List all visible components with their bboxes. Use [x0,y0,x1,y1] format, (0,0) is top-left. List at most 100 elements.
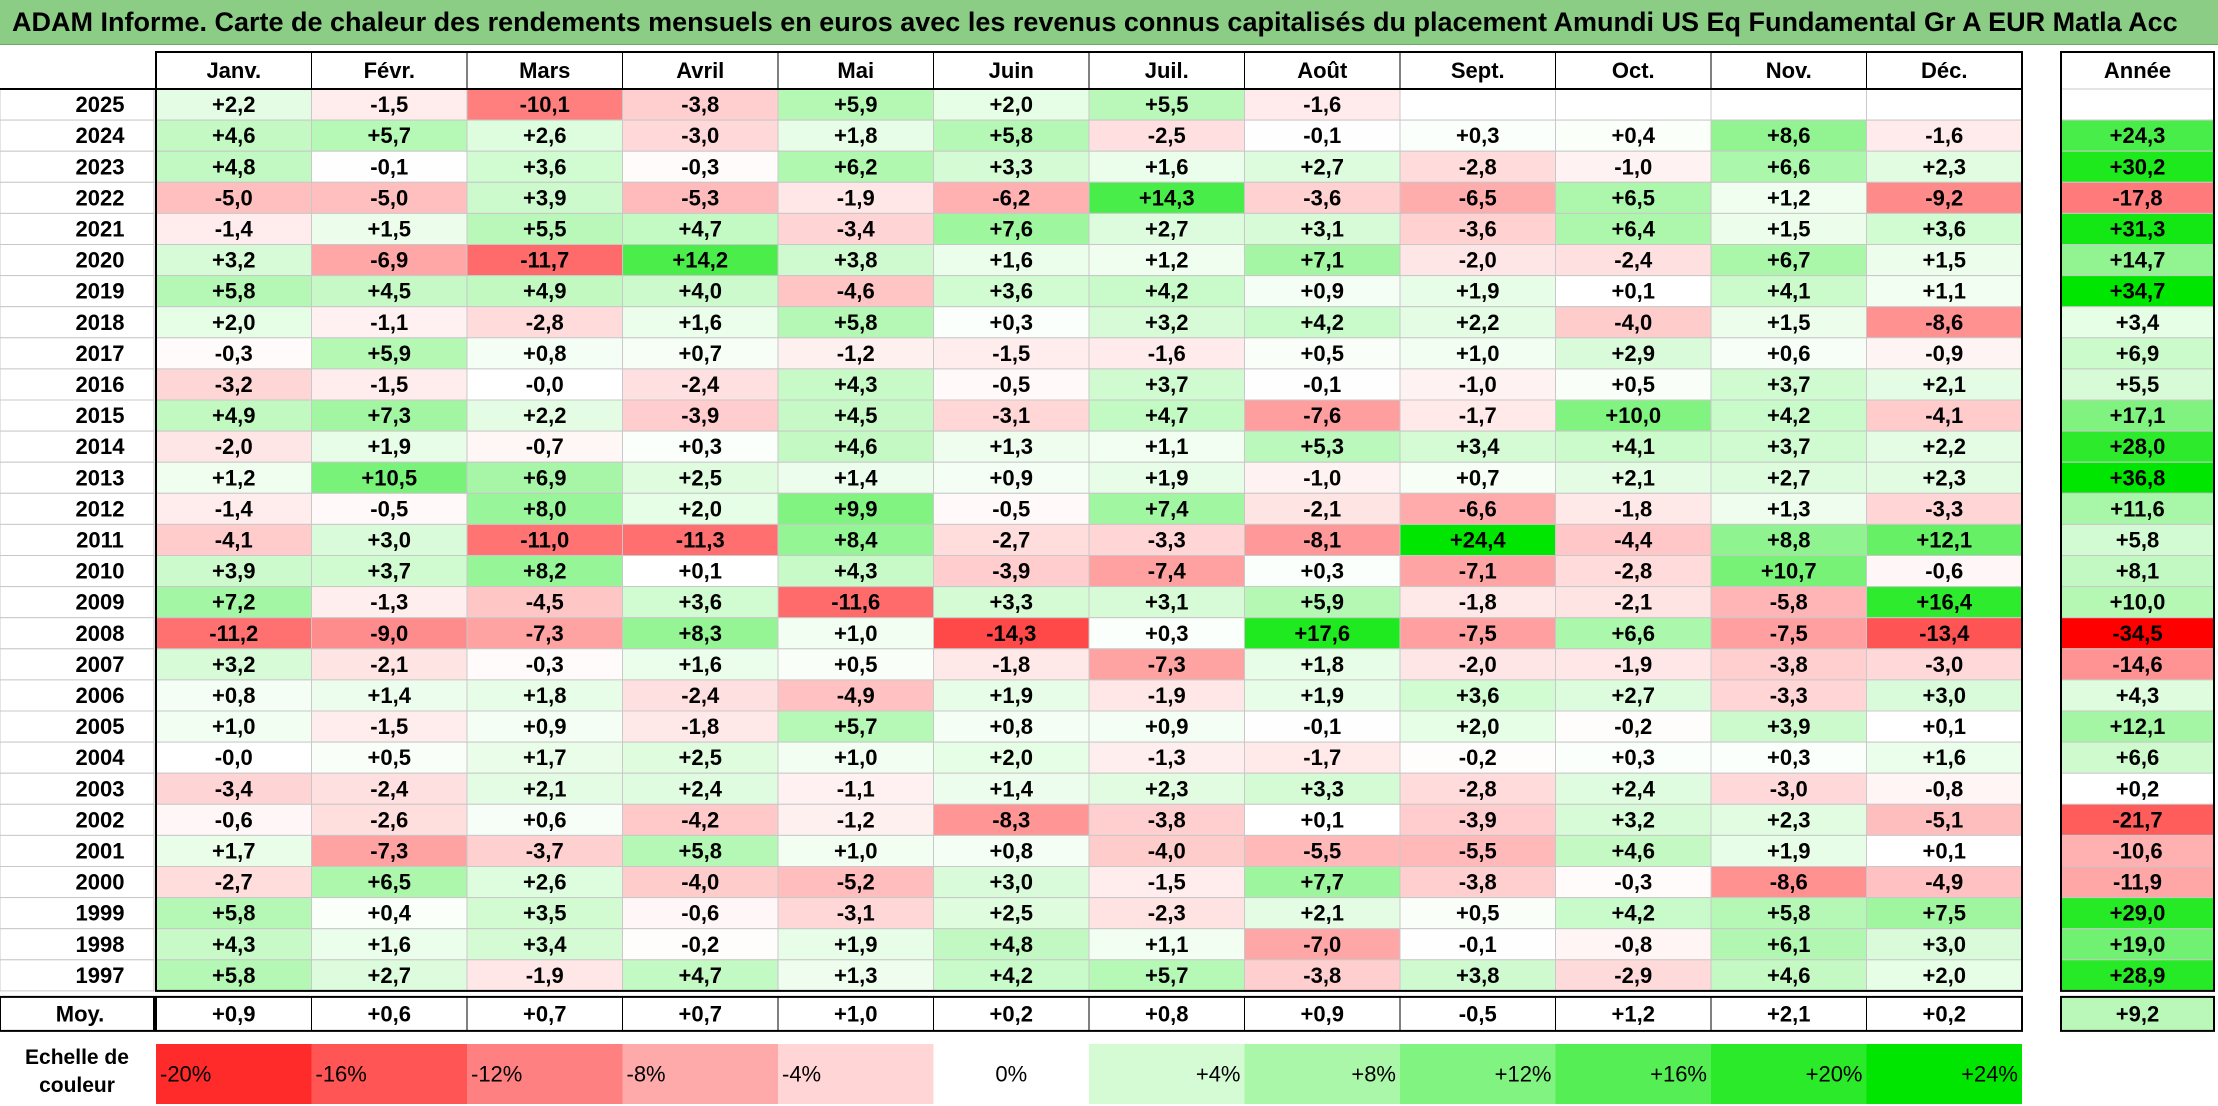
heatmap-cell-value: +3,2 [1612,807,1655,832]
heatmap-cell-value: -7,5 [1459,621,1497,646]
scale-swatch [156,1044,312,1104]
heatmap-cell-value: -9,2 [1925,185,1963,210]
heatmap-cell-value: +6,1 [1767,932,1810,957]
annual-cell-value: -17,8 [2112,185,2162,210]
heatmap-cell-value: +0,3 [1612,745,1655,770]
year-label-cell [0,834,155,868]
heatmap-cell [1710,212,1867,245]
heatmap-cell-value: +1,9 [368,434,411,459]
heatmap-cell [622,430,779,463]
heatmap-cell-value: -0,8 [1614,932,1652,957]
heatmap-cell [1244,244,1401,277]
heatmap-cell [466,710,623,743]
heatmap-cell-value: +4,9 [212,403,255,428]
heatmap-cell [155,710,312,743]
month-header-label: Avril [676,58,724,83]
heatmap-cell-value: -1,7 [1459,403,1497,428]
heatmap-cell [1555,866,1712,899]
year-label-cell [0,866,155,899]
heatmap-cell [1088,834,1245,868]
scale-swatch-label: -4% [782,1062,821,1087]
year-label-cell [0,710,155,743]
heatmap-cell [466,88,623,121]
heatmap-cell-value: +2,7 [368,963,411,988]
average-annual-cell [2060,995,2215,1032]
average-cell [1710,996,1867,1032]
heatmap-cell [1088,368,1245,401]
average-cell-value: +1,2 [1612,1001,1655,1026]
heatmap-cell [1399,181,1556,214]
year-label: 2016 [76,372,125,397]
heatmap-cell [1866,617,2023,650]
heatmap-cell-value: +7,4 [1145,496,1189,521]
heatmap-cell-value: -2,4 [681,683,720,708]
heatmap-cell [1088,586,1245,619]
heatmap-cell-value: +4,2 [1145,279,1188,304]
heatmap-cell-value: -1,8 [992,652,1030,677]
heatmap-cell [466,617,623,650]
heatmap-cell [1088,523,1245,557]
heatmap-cell [1244,212,1401,245]
average-cell-value: +0,2 [990,1001,1033,1026]
heatmap-cell-value: -13,4 [1919,621,1970,646]
year-label-cell [0,959,155,992]
heatmap-cell [466,897,623,930]
heatmap-cell [1088,306,1245,339]
heatmap-cell-value: -3,6 [1303,185,1341,210]
heatmap-cell-value: +0,3 [1767,745,1810,770]
heatmap-cell [1088,492,1245,525]
heatmap-cell [311,741,468,774]
heatmap-cell-value: -1,6 [1148,341,1186,366]
heatmap-cell-value: +4,5 [368,279,411,304]
heatmap-cell-value: -14,3 [986,621,1036,646]
heatmap-cell [622,492,779,525]
heatmap-cell [777,212,934,245]
year-label: 2005 [76,714,125,739]
heatmap-cell-value: -0,3 [215,341,253,366]
heatmap-cell-value: -0,1 [1459,932,1497,957]
heatmap-cell-value: -0,3 [526,652,564,677]
scale-swatch [778,1044,934,1104]
heatmap-cell-value: +2,0 [1923,963,1966,988]
heatmap-cell-value: +1,0 [1456,341,1499,366]
heatmap-cell-value: -0,5 [992,496,1030,521]
heatmap-cell [1555,741,1712,774]
heatmap-cell [1866,555,2023,588]
heatmap-cell [1710,368,1867,401]
heatmap-cell [311,928,468,961]
annual-cell-value: +36,8 [2110,465,2166,490]
heatmap-cell [1399,959,1556,992]
heatmap-cell [1555,212,1712,245]
heatmap-cell [1710,834,1867,868]
heatmap-cell [1244,430,1401,463]
heatmap-cell [311,275,468,308]
heatmap-cell-value: -0,6 [1925,559,1963,584]
scale-swatch [1089,1044,1245,1104]
heatmap-cell-value: -3,3 [1148,527,1186,552]
heatmap-cell-value: +1,7 [212,838,255,863]
annual-cell-value: -14,6 [2112,652,2162,677]
heatmap-cell [1866,586,2023,619]
heatmap-cell-value: -3,6 [1459,216,1497,241]
heatmap-cell [933,866,1090,899]
heatmap-cell-value: -11,2 [209,621,258,646]
annual-cell-value: +17,1 [2110,403,2166,428]
scale-swatch-label: +12% [1495,1062,1552,1087]
heatmap-cell-value: +1,5 [368,216,411,241]
heatmap-cell-value: +4,3 [834,559,877,584]
heatmap-cell-value: +2,2 [523,403,566,428]
annual-cell [2060,617,2215,650]
heatmap-cell-value: +0,3 [679,434,722,459]
heatmap-cell-value: +6,2 [834,154,877,179]
annual-cell-value: +24,3 [2110,123,2166,148]
heatmap-cell [1866,959,2023,992]
heatmap-cell-value: +4,2 [1767,403,1810,428]
heatmap-cell [1710,586,1867,619]
heatmap-cell-value: +4,7 [1145,403,1188,428]
heatmap-cell [622,275,779,308]
heatmap-cell-value: +5,8 [834,310,877,335]
month-header-label: Juil. [1145,58,1189,83]
month-header-cell [933,51,1090,90]
heatmap-cell-value: +5,7 [834,714,877,739]
heatmap-cell-value: -0,0 [526,372,564,397]
